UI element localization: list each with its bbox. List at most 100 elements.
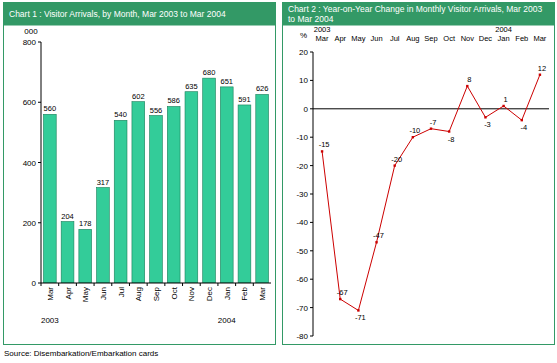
data-label: 602 — [132, 92, 145, 101]
marker — [321, 150, 323, 152]
year-label: 2003 — [314, 25, 331, 34]
data-label: 1 — [504, 95, 508, 104]
marker — [502, 105, 504, 107]
background — [0, 0, 557, 363]
x-tick-label: Jun — [99, 287, 108, 300]
data-label: -15 — [319, 140, 330, 149]
x-tick-label: Feb — [515, 34, 528, 43]
chart-frame — [4, 3, 276, 345]
title-bar — [4, 3, 276, 26]
data-label: -7 — [430, 118, 437, 127]
data-label: 204 — [61, 212, 74, 221]
data-label: -20 — [391, 155, 402, 164]
bar — [185, 92, 198, 283]
bar — [114, 120, 127, 283]
data-label: 556 — [150, 106, 163, 115]
y-tick-label: -70 — [296, 304, 308, 313]
chart-title: Chart 1 : Visitor Arrivals, by Month, Ma… — [9, 9, 226, 19]
x-tick — [200, 283, 201, 286]
bar — [150, 116, 163, 283]
y-tick-label: -20 — [296, 162, 308, 171]
marker — [393, 164, 395, 166]
x-tick-label: Oct — [443, 34, 456, 43]
marker — [448, 130, 450, 132]
y-axis — [313, 52, 314, 336]
x-tick — [41, 283, 42, 286]
x-tick — [164, 283, 165, 286]
y-tick-label: 0 — [304, 105, 309, 114]
bar — [97, 188, 110, 283]
bar — [256, 94, 269, 283]
x-tick — [217, 283, 218, 286]
bar — [43, 114, 56, 283]
marker — [375, 241, 377, 243]
x-tick — [129, 283, 130, 286]
bar — [220, 87, 233, 283]
bar — [79, 229, 92, 283]
x-tick-label: Apr — [64, 287, 73, 300]
data-label: 626 — [256, 84, 269, 93]
x-tick-label: Aug — [406, 34, 419, 43]
data-label: -4 — [520, 123, 527, 132]
x-tick-label: Mar — [46, 287, 55, 301]
bar — [167, 106, 180, 283]
x-tick-label: Jul — [117, 287, 126, 297]
bars — [43, 78, 268, 283]
chart: Chart 2 : Year-on-Year Change in Monthly… — [283, 3, 555, 345]
y-tick-label: 0 — [32, 279, 37, 288]
x-tick-label: Aug — [134, 287, 143, 301]
year-label: 2004 — [218, 316, 236, 325]
title-bar — [283, 3, 555, 26]
x-tick-label: Feb — [240, 286, 249, 300]
marker — [339, 298, 341, 300]
y-tick-label: -10 — [296, 133, 308, 142]
x-tick-label: Mar — [258, 287, 267, 301]
bar — [238, 105, 251, 283]
marker — [539, 74, 541, 76]
x-tick-label: Jan — [223, 287, 232, 300]
x-tick-label: Sep — [152, 286, 161, 301]
x-tick-label: Apr — [334, 34, 346, 43]
marker — [466, 85, 468, 87]
y-tick-label: 800 — [23, 38, 37, 47]
data-label: -3 — [484, 120, 491, 129]
data-label: 586 — [167, 96, 180, 105]
title-line: Chart 1 : Visitor Arrivals, by Month, Ma… — [9, 9, 226, 19]
x-tick — [58, 283, 59, 286]
x-tick-label: Nov — [187, 287, 196, 301]
y-tick-label: 600 — [23, 98, 37, 107]
source-note: Source: Disembarkation/Embarkation cards — [4, 349, 158, 358]
x-tick — [76, 283, 77, 286]
year-label: 2004 — [495, 25, 512, 34]
x-tick — [111, 283, 112, 286]
y-tick-label: -40 — [296, 218, 308, 227]
x-tick-label: Dec — [479, 34, 493, 43]
data-label: -47 — [373, 231, 384, 240]
data-label: 635 — [185, 82, 198, 91]
x-tick-label: May — [81, 287, 90, 302]
y-unit: % — [300, 31, 307, 40]
data-label: 12 — [538, 64, 546, 73]
x-tick-label: Mar — [316, 34, 329, 43]
x-tick-label: Dec — [205, 287, 214, 301]
x-tick-label: Jul — [390, 34, 400, 43]
bar — [203, 78, 216, 283]
y-unit: 000 — [24, 27, 38, 36]
chart-title: Chart 2 : Year-on-Year Change in Monthly… — [288, 4, 542, 24]
x-axis — [41, 283, 271, 284]
y-tick-label: -60 — [296, 275, 308, 284]
x-tick-label: Sep — [424, 34, 437, 43]
data-label: 178 — [79, 219, 92, 228]
data-label: 651 — [221, 77, 234, 86]
y-tick-label: 20 — [299, 48, 308, 57]
x-tick-label: Mar — [533, 34, 546, 43]
data-label: -10 — [409, 126, 420, 135]
x-tick-label: May — [351, 34, 365, 43]
marker — [484, 116, 486, 118]
bar — [61, 222, 74, 283]
y-tick-label: -80 — [296, 332, 308, 341]
series-line — [322, 75, 540, 311]
marker — [412, 136, 414, 138]
chart-frame — [283, 3, 555, 345]
y-tick-label: -50 — [296, 247, 308, 256]
